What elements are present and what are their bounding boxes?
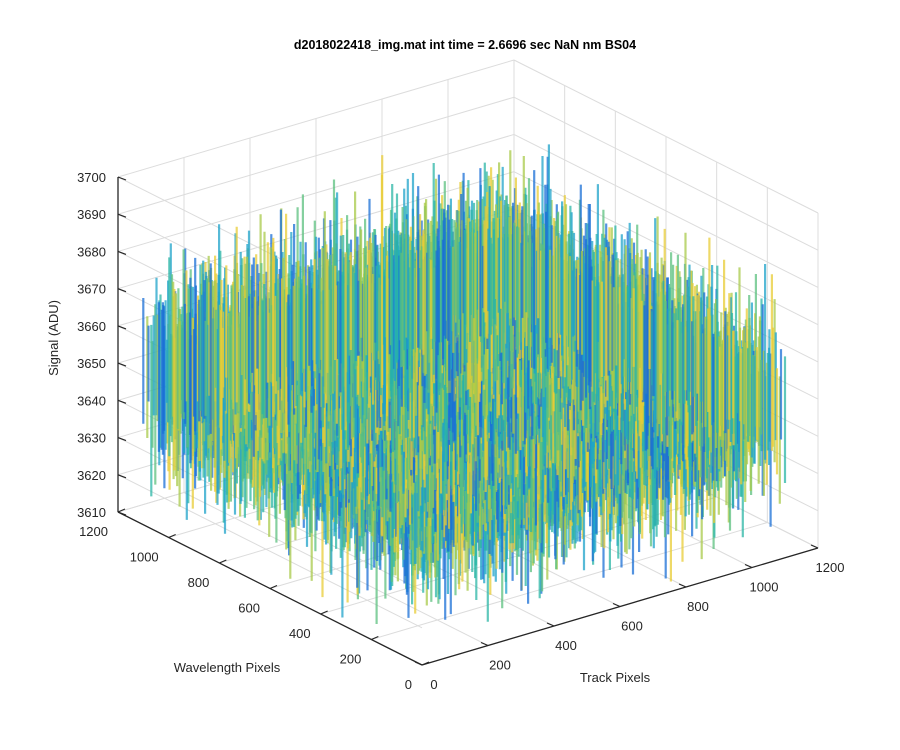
grid-line <box>117 133 515 252</box>
grid-line <box>117 96 515 215</box>
grid-line <box>117 474 423 629</box>
grid-line <box>117 59 515 178</box>
grid-line <box>513 96 819 251</box>
grid-line <box>513 133 819 288</box>
grid-line <box>513 59 819 214</box>
surface-plot <box>142 144 787 624</box>
